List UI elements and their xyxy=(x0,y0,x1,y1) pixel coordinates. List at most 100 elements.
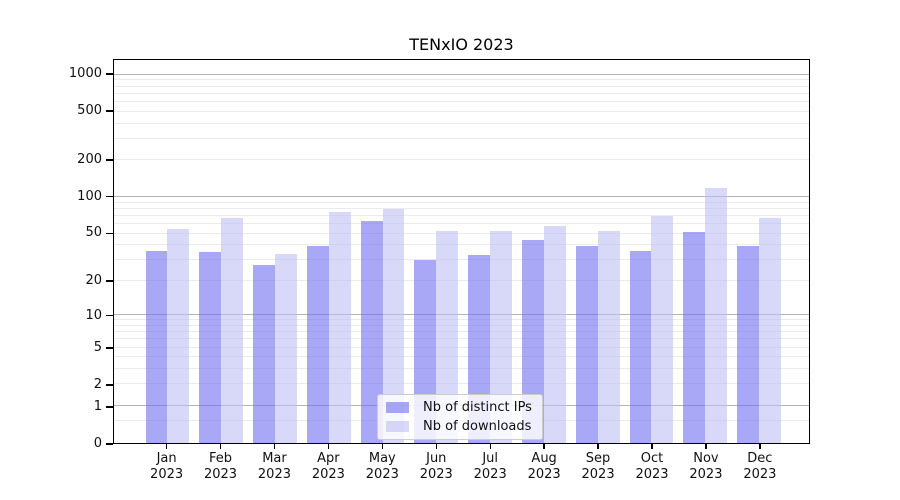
y-axis-tick-label: 50 xyxy=(85,225,102,241)
x-axis-tick-mark xyxy=(273,444,276,449)
gridline-minor xyxy=(114,85,809,87)
x-axis-tick-mark xyxy=(219,444,222,449)
bar-distinct-ips-sep xyxy=(575,246,598,443)
gridline-minor xyxy=(114,79,809,81)
y-axis-tick-label: 10 xyxy=(85,307,102,323)
gridline-minor xyxy=(114,122,809,124)
x-axis-tick-mark xyxy=(165,444,168,449)
legend-label: Nb of downloads xyxy=(423,418,532,434)
y-axis-tick-mark xyxy=(106,232,113,235)
y-axis-tick-label: 1000 xyxy=(68,65,102,81)
x-axis-tick-mark xyxy=(543,444,545,449)
gridline-minor xyxy=(114,201,809,203)
bar-downloads-aug xyxy=(543,225,566,443)
y-axis-tick-mark xyxy=(106,280,113,282)
x-axis-tick-label: Jan 2023 xyxy=(150,451,184,482)
gridline-minor xyxy=(114,137,809,139)
bar-downloads-mar xyxy=(275,253,297,443)
x-axis-tick-label: Dec 2023 xyxy=(743,451,777,482)
x-axis-tick-label: Jun 2023 xyxy=(419,451,453,482)
bar-downloads-may xyxy=(382,208,405,443)
legend: Nb of distinct IPs Nb of downloads xyxy=(377,394,543,440)
x-axis-tick-label: Feb 2023 xyxy=(203,451,238,482)
bar-distinct-ips-apr xyxy=(306,246,329,443)
bar-downloads-nov xyxy=(705,188,728,443)
bar-downloads-apr xyxy=(328,212,351,443)
legend-item-downloads: Nb of downloads xyxy=(386,418,532,434)
bar-distinct-ips-oct xyxy=(629,250,652,443)
y-axis-tick-label: 2 xyxy=(93,377,102,393)
gridline-minor xyxy=(114,110,809,112)
plot-area xyxy=(113,59,810,444)
bar-distinct-ips-nov xyxy=(683,232,706,443)
gridline-minor xyxy=(114,92,809,94)
gridline-minor xyxy=(114,244,809,246)
bar-downloads-feb xyxy=(221,218,244,443)
y-axis-tick-label: 500 xyxy=(77,103,102,118)
y-axis-tick-label: 5 xyxy=(93,340,102,356)
gridline-minor xyxy=(114,232,809,234)
gridline-minor xyxy=(114,368,809,370)
gridline-major xyxy=(114,314,809,316)
bar-distinct-ips-feb xyxy=(199,252,222,443)
chart-title: TENxIO 2023 xyxy=(409,35,514,54)
y-axis-tick-label: 1 xyxy=(93,398,102,414)
y-axis-tick-label: 20 xyxy=(85,272,102,288)
gridline-minor xyxy=(114,159,809,161)
bar-downloads-dec xyxy=(759,218,781,443)
gridline-minor xyxy=(114,207,809,209)
bar-distinct-ips-mar xyxy=(253,265,275,443)
gridline-minor xyxy=(114,331,809,333)
y-axis-tick-label: 0 xyxy=(93,436,102,451)
y-axis-tick-mark xyxy=(106,159,113,161)
y-axis-tick-mark xyxy=(106,443,113,445)
x-axis-tick-label: Sep 2023 xyxy=(581,451,615,482)
y-axis-tick-mark xyxy=(106,73,113,75)
bar-downloads-oct xyxy=(651,215,674,443)
bar-distinct-ips-jan xyxy=(145,250,168,443)
x-axis-tick-mark xyxy=(597,444,599,449)
x-axis-tick-mark xyxy=(489,444,491,449)
x-axis-tick-label: Mar 2023 xyxy=(257,451,291,482)
x-axis-tick-label: Jul 2023 xyxy=(473,451,507,482)
legend-swatch xyxy=(386,401,409,413)
y-axis-tick-label: 100 xyxy=(77,188,102,204)
x-axis-tick-mark xyxy=(705,444,707,449)
x-axis-tick-label: Oct 2023 xyxy=(635,451,669,482)
gridline-minor xyxy=(114,338,809,340)
gridline-minor xyxy=(114,279,809,281)
gridline-minor xyxy=(114,259,809,261)
x-axis-tick-label: May 2023 xyxy=(365,451,399,482)
bar-distinct-ips-may xyxy=(360,220,383,443)
gridline-major xyxy=(114,196,809,198)
x-axis-tick-label: Apr 2023 xyxy=(311,451,345,482)
legend-swatch xyxy=(386,420,409,432)
gridline-minor xyxy=(114,101,809,103)
bar-distinct-ips-dec xyxy=(737,246,759,443)
x-axis-tick-mark xyxy=(327,444,330,449)
gridline-major xyxy=(114,73,809,75)
y-axis-tick-mark xyxy=(106,110,113,112)
x-axis-tick-mark xyxy=(435,444,437,449)
gridline-minor xyxy=(114,346,809,348)
bar-distinct-ips-aug xyxy=(522,240,544,443)
gridline-minor xyxy=(114,356,809,358)
bar-downloads-jan xyxy=(167,228,190,443)
y-axis-tick-mark xyxy=(106,196,113,198)
legend-item-distinct-ips: Nb of distinct IPs xyxy=(386,399,532,415)
y-axis-tick-mark xyxy=(106,347,113,349)
legend-label: Nb of distinct IPs xyxy=(423,399,532,415)
gridline-minor xyxy=(114,324,809,326)
gridline-minor xyxy=(114,214,809,216)
gridline-minor xyxy=(114,383,809,385)
x-axis-tick-mark xyxy=(651,444,653,449)
gridline-minor xyxy=(114,319,809,321)
bar-downloads-sep xyxy=(597,231,620,443)
x-axis-tick-label: Aug 2023 xyxy=(527,451,561,482)
y-axis-tick-mark xyxy=(106,406,113,408)
x-axis-tick-mark xyxy=(759,444,761,449)
x-axis-tick-label: Nov 2023 xyxy=(689,451,723,482)
y-axis-tick-mark xyxy=(106,384,113,386)
x-axis-tick-mark xyxy=(381,444,384,449)
